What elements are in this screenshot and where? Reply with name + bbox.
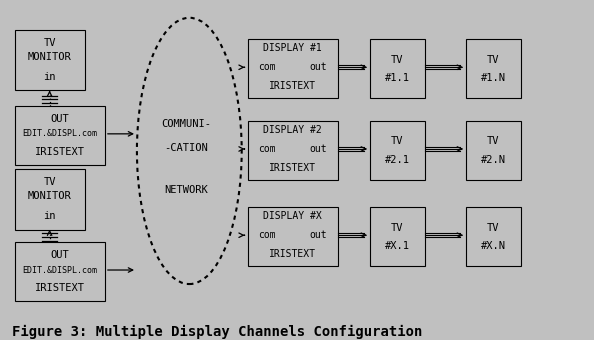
Text: IRISTEXT: IRISTEXT (35, 147, 85, 156)
FancyBboxPatch shape (369, 207, 425, 266)
Text: TV: TV (391, 223, 404, 233)
Text: com: com (258, 62, 276, 72)
Text: com: com (258, 144, 276, 154)
Text: in: in (43, 211, 56, 221)
FancyBboxPatch shape (466, 39, 521, 98)
Text: #1.1: #1.1 (385, 73, 410, 84)
Text: EDIT.&DISPL.com: EDIT.&DISPL.com (23, 266, 97, 274)
FancyBboxPatch shape (466, 207, 521, 266)
FancyBboxPatch shape (248, 39, 338, 98)
Text: TV: TV (43, 177, 56, 187)
Text: IRISTEXT: IRISTEXT (35, 283, 85, 293)
Text: out: out (309, 62, 327, 72)
Text: TV: TV (487, 223, 500, 233)
Text: TV: TV (391, 136, 404, 146)
Text: #2.N: #2.N (481, 155, 506, 165)
Text: #X.1: #X.1 (385, 241, 410, 251)
FancyBboxPatch shape (15, 242, 105, 301)
Text: IRISTEXT: IRISTEXT (269, 249, 316, 259)
Text: DISPLAY #1: DISPLAY #1 (263, 44, 322, 53)
FancyBboxPatch shape (15, 169, 84, 230)
Text: COMMUNI-: COMMUNI- (162, 119, 211, 129)
FancyBboxPatch shape (15, 30, 84, 90)
FancyBboxPatch shape (248, 207, 338, 266)
Text: EDIT.&DISPL.com: EDIT.&DISPL.com (23, 129, 97, 138)
Text: #1.N: #1.N (481, 73, 506, 84)
Text: IRISTEXT: IRISTEXT (269, 81, 316, 91)
Text: Figure 3: Multiple Display Channels Configuration: Figure 3: Multiple Display Channels Conf… (12, 325, 422, 339)
Text: in: in (43, 72, 56, 82)
Text: #X.N: #X.N (481, 241, 506, 251)
Text: DISPLAY #2: DISPLAY #2 (263, 125, 322, 135)
Text: -CATION: -CATION (165, 143, 208, 153)
FancyBboxPatch shape (369, 39, 425, 98)
Text: MONITOR: MONITOR (28, 191, 71, 201)
Text: TV: TV (391, 55, 404, 65)
FancyBboxPatch shape (248, 121, 338, 180)
FancyBboxPatch shape (466, 121, 521, 180)
Text: out: out (309, 230, 327, 240)
Text: TV: TV (487, 136, 500, 146)
Text: #2.1: #2.1 (385, 155, 410, 165)
Text: OUT: OUT (50, 114, 69, 123)
FancyBboxPatch shape (369, 121, 425, 180)
Text: com: com (258, 230, 276, 240)
Text: TV: TV (487, 55, 500, 65)
Text: OUT: OUT (50, 250, 69, 260)
Text: DISPLAY #X: DISPLAY #X (263, 211, 322, 221)
FancyBboxPatch shape (15, 105, 105, 165)
Text: MONITOR: MONITOR (28, 52, 71, 62)
Text: IRISTEXT: IRISTEXT (269, 163, 316, 173)
Text: TV: TV (43, 38, 56, 48)
Text: out: out (309, 144, 327, 154)
Text: NETWORK: NETWORK (165, 185, 208, 195)
